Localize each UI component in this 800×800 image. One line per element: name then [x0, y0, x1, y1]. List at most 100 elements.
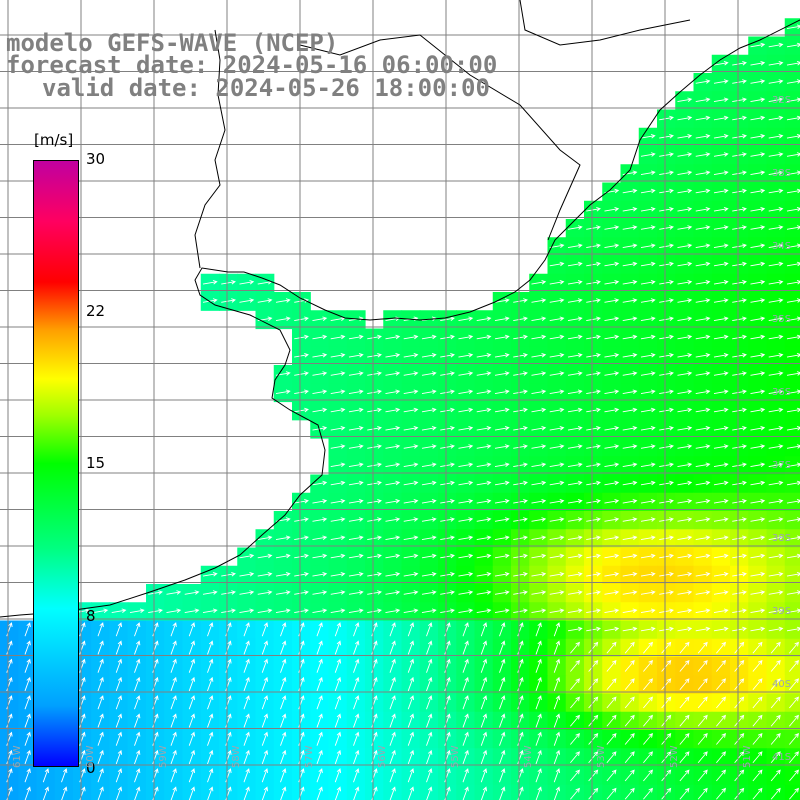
- wind-arrow: [170, 622, 177, 637]
- wind-arrow: [734, 769, 745, 782]
- wind-arrow: [734, 714, 745, 727]
- wind-arrow: [732, 279, 747, 285]
- wind-arrow: [513, 571, 528, 577]
- wind-arrow: [42, 768, 50, 783]
- wind-arrow: [312, 498, 328, 504]
- wind-arrow: [93, 608, 109, 614]
- wind-arrow: [312, 334, 328, 340]
- wind-arrow: [531, 571, 547, 577]
- wind-arrow: [513, 462, 528, 468]
- wind-arrow: [367, 371, 382, 376]
- wind-arrow: [586, 279, 601, 285]
- wind-arrow: [713, 243, 729, 249]
- wind-arrow: [494, 571, 510, 577]
- wind-arrow: [494, 535, 510, 541]
- wind-arrow: [750, 480, 766, 486]
- wind-arrow: [549, 517, 565, 522]
- wind-arrow: [732, 352, 747, 358]
- lon-label: 52W: [669, 745, 680, 768]
- wind-arrow: [458, 352, 474, 358]
- wind-speed-cell: [693, 784, 713, 800]
- wind-arrow: [604, 334, 620, 340]
- wind-arrow: [476, 334, 492, 340]
- wind-arrow: [367, 462, 382, 468]
- wind-arrow: [786, 608, 800, 614]
- wind-arrow: [458, 425, 474, 431]
- wind-arrow: [624, 733, 635, 745]
- wind-arrow: [531, 462, 547, 468]
- wind-arrow: [97, 622, 104, 637]
- wind-arrow: [275, 389, 291, 395]
- wind-speed-cell: [784, 730, 800, 749]
- wind-arrow: [280, 695, 287, 710]
- wind-arrow: [768, 571, 784, 577]
- wind-arrow: [677, 206, 693, 212]
- wind-arrow: [732, 590, 747, 595]
- wind-arrow: [294, 535, 309, 541]
- wind-arrow: [567, 243, 583, 249]
- wind-arrow: [713, 334, 729, 340]
- wind-arrow: [440, 498, 455, 504]
- wind-arrow: [716, 769, 726, 782]
- wind-arrow: [677, 371, 693, 376]
- wind-arrow: [567, 571, 583, 577]
- wind-arrow: [330, 389, 346, 395]
- wind-arrow: [734, 660, 745, 672]
- wind-arrow: [462, 713, 469, 728]
- coastline-path: [0, 19, 800, 618]
- wind-arrow: [677, 152, 693, 157]
- valid-date: valid date: 2024-05-26 18:00:00: [42, 74, 490, 102]
- wind-arrow: [624, 641, 635, 654]
- wind-arrow: [549, 316, 565, 322]
- wind-arrow: [713, 590, 729, 595]
- wind-arrow: [716, 641, 726, 654]
- wind-arrow: [257, 298, 273, 303]
- wind-arrow: [239, 608, 255, 614]
- wind-arrow: [659, 352, 674, 358]
- wind-arrow: [188, 713, 196, 728]
- wind-arrow: [476, 407, 492, 413]
- wind-arrow: [789, 714, 799, 727]
- wind-arrow: [677, 407, 693, 413]
- wind-arrow: [421, 590, 437, 595]
- wind-arrow: [367, 553, 382, 559]
- wind-arrow: [353, 658, 360, 673]
- wind-arrow: [316, 640, 323, 655]
- wind-arrow: [188, 658, 196, 673]
- wind-arrow: [713, 352, 729, 358]
- wind-arrow: [677, 590, 693, 595]
- wind-arrow: [695, 115, 711, 121]
- lon-label: 56W: [377, 745, 388, 768]
- wind-arrow: [134, 676, 141, 692]
- wind-arrow: [111, 608, 127, 614]
- wind-arrow: [170, 676, 177, 692]
- wind-arrow: [499, 640, 506, 655]
- wind-arrow: [643, 769, 653, 782]
- wind-arrow: [531, 608, 547, 614]
- wind-arrow: [367, 444, 382, 449]
- wind-arrow: [385, 389, 401, 395]
- wind-arrow: [553, 640, 561, 655]
- wind-arrow: [312, 517, 328, 522]
- wind-arrow: [624, 660, 635, 672]
- wind-arrow: [513, 444, 528, 449]
- wind-arrow: [695, 571, 711, 577]
- wind-arrow: [549, 261, 565, 267]
- wind-arrow: [294, 334, 309, 340]
- wind-arrow: [494, 444, 510, 449]
- wind-arrow: [480, 731, 488, 746]
- wind-arrow: [768, 152, 784, 157]
- wind-speed-cell: [730, 784, 749, 800]
- wind-arrow: [421, 407, 437, 413]
- wind-arrow: [239, 553, 255, 559]
- wind-arrow: [367, 425, 382, 431]
- wind-arrow: [695, 279, 711, 285]
- wind-arrow: [716, 733, 726, 745]
- wind-arrow: [659, 480, 674, 486]
- wind-arrow: [713, 626, 729, 632]
- colorbar-tick: 22: [86, 302, 106, 320]
- wind-arrow: [677, 498, 693, 504]
- wind-arrow: [661, 733, 672, 745]
- wind-arrow: [570, 751, 580, 764]
- wind-arrow: [677, 389, 693, 395]
